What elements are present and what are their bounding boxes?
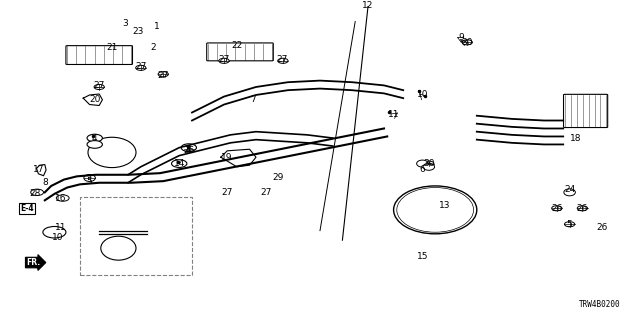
Text: 8: 8 bbox=[42, 178, 47, 187]
Circle shape bbox=[184, 147, 194, 152]
Text: 27: 27 bbox=[260, 188, 271, 197]
Text: 12: 12 bbox=[362, 1, 374, 10]
Circle shape bbox=[219, 58, 229, 63]
Text: 19: 19 bbox=[221, 153, 233, 162]
Text: FR.: FR. bbox=[26, 258, 40, 267]
Text: 23: 23 bbox=[132, 27, 143, 36]
Text: 27: 27 bbox=[135, 62, 147, 71]
Text: 9: 9 bbox=[458, 33, 463, 42]
Text: 27: 27 bbox=[221, 188, 233, 197]
Text: 30: 30 bbox=[461, 38, 473, 47]
Text: 29: 29 bbox=[273, 173, 284, 182]
Circle shape bbox=[87, 134, 102, 142]
Text: 4: 4 bbox=[92, 133, 97, 142]
Ellipse shape bbox=[417, 160, 428, 167]
Text: 27: 27 bbox=[93, 81, 105, 90]
Circle shape bbox=[181, 144, 196, 151]
FancyBboxPatch shape bbox=[207, 43, 273, 61]
Text: 27: 27 bbox=[157, 71, 169, 80]
Text: 14: 14 bbox=[173, 159, 185, 168]
Ellipse shape bbox=[88, 137, 136, 168]
Ellipse shape bbox=[397, 188, 474, 232]
Text: 27: 27 bbox=[276, 55, 287, 64]
Ellipse shape bbox=[564, 189, 575, 196]
Text: 11: 11 bbox=[55, 223, 67, 232]
Text: 22: 22 bbox=[231, 41, 243, 50]
Text: TRW4B0200: TRW4B0200 bbox=[579, 300, 621, 309]
Circle shape bbox=[278, 58, 288, 63]
Text: 3: 3 bbox=[122, 19, 127, 28]
Circle shape bbox=[87, 140, 102, 148]
Text: 2: 2 bbox=[151, 43, 156, 52]
Text: 25: 25 bbox=[183, 146, 195, 155]
Ellipse shape bbox=[423, 163, 435, 170]
Text: E-4: E-4 bbox=[20, 204, 34, 213]
Text: 26: 26 bbox=[551, 204, 563, 213]
Text: 11: 11 bbox=[388, 110, 399, 119]
Text: 17: 17 bbox=[33, 165, 44, 174]
Circle shape bbox=[552, 206, 562, 211]
Text: 5: 5 bbox=[87, 177, 92, 186]
Ellipse shape bbox=[84, 174, 95, 181]
Text: 30: 30 bbox=[423, 159, 435, 168]
Text: 15: 15 bbox=[417, 252, 428, 261]
Text: 10: 10 bbox=[52, 233, 63, 242]
Circle shape bbox=[462, 40, 472, 45]
Circle shape bbox=[158, 72, 168, 77]
Circle shape bbox=[84, 175, 95, 180]
Circle shape bbox=[136, 65, 146, 70]
Text: 10: 10 bbox=[417, 91, 428, 100]
Circle shape bbox=[564, 222, 575, 227]
Text: 1: 1 bbox=[154, 22, 159, 31]
Text: 13: 13 bbox=[439, 201, 451, 210]
Bar bbox=[80, 197, 192, 275]
Circle shape bbox=[577, 206, 588, 211]
Circle shape bbox=[56, 195, 69, 201]
Ellipse shape bbox=[101, 236, 136, 260]
Circle shape bbox=[94, 84, 104, 90]
Circle shape bbox=[424, 161, 434, 166]
FancyBboxPatch shape bbox=[564, 94, 608, 128]
Text: 26: 26 bbox=[596, 223, 607, 232]
Text: 24: 24 bbox=[564, 185, 575, 194]
Text: 18: 18 bbox=[570, 133, 582, 142]
Text: 28: 28 bbox=[29, 189, 41, 198]
Text: 27: 27 bbox=[218, 55, 230, 64]
Text: 26: 26 bbox=[577, 204, 588, 213]
Circle shape bbox=[31, 189, 44, 196]
Text: 7: 7 bbox=[250, 95, 255, 104]
Ellipse shape bbox=[394, 186, 477, 234]
Text: 6: 6 bbox=[420, 165, 425, 174]
Text: 16: 16 bbox=[55, 194, 67, 203]
Text: 21: 21 bbox=[106, 43, 118, 52]
Circle shape bbox=[43, 227, 66, 238]
Circle shape bbox=[172, 160, 187, 167]
FancyBboxPatch shape bbox=[66, 46, 132, 65]
Text: 4: 4 bbox=[186, 145, 191, 154]
Text: 20: 20 bbox=[89, 95, 100, 104]
Text: 5: 5 bbox=[567, 220, 572, 229]
